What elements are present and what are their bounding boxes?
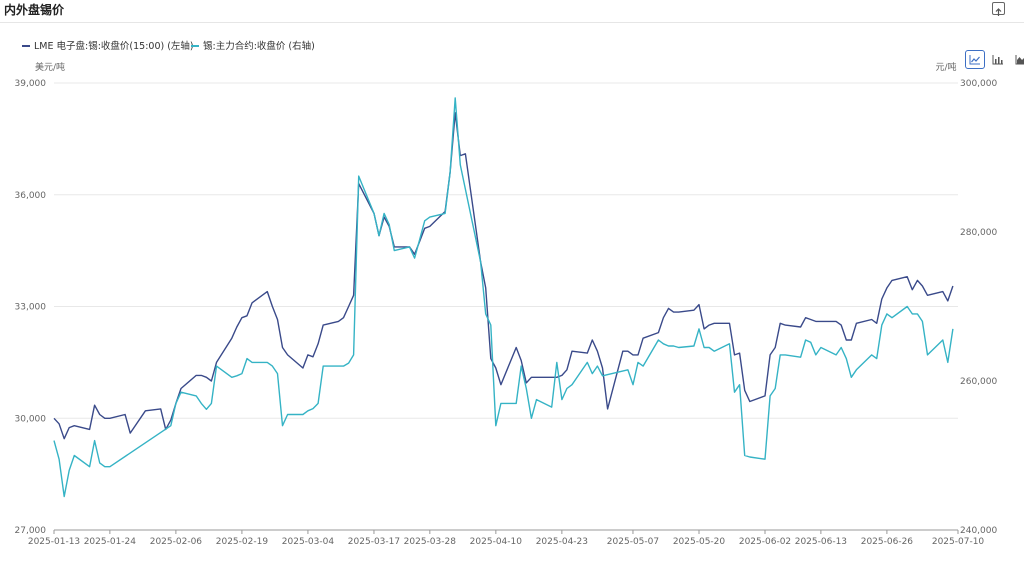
series-line-lme	[54, 113, 953, 439]
y-left-unit: 美元/吨	[35, 61, 65, 73]
y-left-tick-label: 39,000	[15, 79, 47, 89]
y-left-tick-label: 36,000	[15, 191, 47, 201]
x-tick-label: 2025-01-13	[28, 537, 80, 547]
x-tick-label: 2025-03-04	[282, 537, 335, 547]
legend-label: LME 电子盘:锡:收盘价(15:00) (左轴)	[34, 40, 194, 52]
arrow-up-icon	[993, 7, 1004, 18]
x-tick-label: 2025-05-07	[607, 537, 659, 547]
y-left-tick-label: 33,000	[15, 303, 47, 313]
x-tick-label: 2025-06-13	[795, 537, 847, 547]
y-right-unit: 元/吨	[935, 61, 956, 73]
page-title: 内外盘锡价	[4, 1, 64, 18]
x-tick-label: 2025-04-10	[470, 537, 523, 547]
chart-panel: 27,000 30,000 33,000 36,000 39,000 240,000 260…	[0, 22, 1024, 572]
x-tick-label: 2025-02-19	[216, 537, 269, 547]
x-tick-label: 2025-04-23	[536, 537, 588, 547]
x-tick-label: 2025-07-10	[932, 537, 985, 547]
x-tick-label: 2025-02-06	[150, 537, 203, 547]
series-line-shfe	[54, 98, 953, 497]
x-tick-label: 2025-05-20	[673, 537, 726, 547]
y-right-tick-label: 240,000	[960, 526, 997, 536]
y-left-tick-label: 27,000	[15, 526, 47, 536]
x-tick-label: 2025-01-24	[84, 537, 137, 547]
export-icon[interactable]	[992, 2, 1005, 15]
x-tick-label: 2025-03-28	[404, 537, 457, 547]
y-right-tick-label: 260,000	[960, 377, 997, 387]
line-chart: 27,000 30,000 33,000 36,000 39,000 240,000 260…	[0, 23, 1024, 572]
y-right-tick-label: 280,000	[960, 228, 997, 238]
y-left-tick-label: 30,000	[15, 414, 47, 424]
x-tick-label: 2025-06-02	[739, 537, 791, 547]
x-tick-label: 2025-06-26	[861, 537, 914, 547]
legend-label: 锡:主力合约:收盘价 (右轴)	[203, 40, 315, 52]
y-right-tick-label: 300,000	[960, 79, 997, 89]
x-tick-label: 2025-03-17	[348, 537, 400, 547]
